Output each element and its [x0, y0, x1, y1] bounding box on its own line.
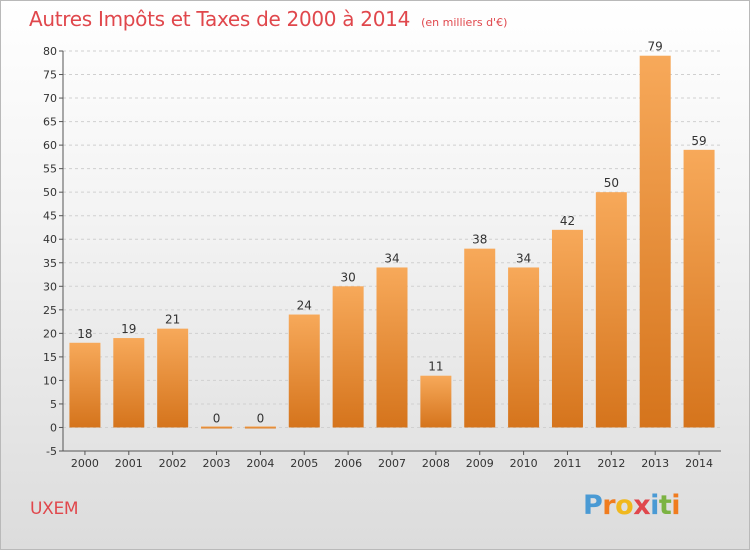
logo-letter: r — [602, 490, 616, 521]
bar — [244, 426, 276, 429]
data-label: 34 — [516, 251, 531, 265]
bar — [113, 338, 145, 428]
y-tick-label: 75 — [43, 69, 57, 82]
data-label: 42 — [560, 214, 575, 228]
y-tick-label: -5 — [46, 445, 57, 458]
y-tick-label: 25 — [43, 304, 57, 317]
commune-name: UXEM — [30, 499, 79, 519]
bar — [508, 267, 540, 428]
x-tick-label: 2003 — [203, 457, 231, 470]
x-tick-label: 2004 — [246, 457, 274, 470]
logo-letter: x — [633, 490, 651, 521]
bar — [69, 342, 101, 428]
data-label: 21 — [165, 313, 180, 327]
bar — [551, 229, 583, 428]
chart-title: Autres Impôts et Taxes de 2000 à 2014 — [29, 7, 410, 31]
bar — [157, 328, 189, 428]
bar — [683, 149, 715, 428]
bar — [639, 55, 671, 428]
y-tick-label: 35 — [43, 257, 57, 270]
bar — [464, 248, 496, 428]
x-tick-label: 2007 — [378, 457, 406, 470]
x-tick-label: 2012 — [597, 457, 625, 470]
value-labels: 18 19 21 0 0 24 30 34 11 38 34 42 50 79 59 — [77, 40, 706, 426]
y-tick-label: 80 — [43, 45, 57, 58]
data-label: 0 — [257, 411, 265, 425]
chart-title-block: Autres Impôts et Taxes de 2000 à 2014 (e… — [29, 7, 507, 31]
x-tick-label: 2010 — [510, 457, 538, 470]
data-label: 38 — [472, 233, 487, 247]
y-tick-label: 70 — [43, 92, 57, 105]
x-tick-label: 2009 — [466, 457, 494, 470]
bar — [420, 375, 452, 428]
x-tick-label: 2014 — [685, 457, 713, 470]
bar — [595, 192, 627, 428]
y-tick-label: 20 — [43, 327, 57, 340]
logo-letter: t — [658, 490, 672, 521]
y-tick-label: 15 — [43, 351, 57, 364]
bar — [332, 286, 364, 428]
bars — [69, 55, 715, 429]
logo-letter: i — [650, 490, 659, 521]
y-tick-label: 45 — [43, 210, 57, 223]
y-tick-label: 5 — [50, 398, 57, 411]
bar — [201, 426, 233, 429]
y-tick-label: 0 — [50, 421, 57, 434]
proxiti-logo: Proxiti — [583, 490, 681, 521]
logo-letter: o — [615, 490, 634, 521]
logo-letter: P — [583, 490, 603, 521]
x-tick-label: 2006 — [334, 457, 362, 470]
y-tick-label: 50 — [43, 186, 57, 199]
x-tick-label: 2013 — [641, 457, 669, 470]
data-label: 50 — [604, 176, 619, 190]
data-label: 11 — [428, 360, 443, 374]
y-tick-label: 40 — [43, 233, 57, 246]
data-label: 18 — [77, 327, 92, 341]
logo-letter: i — [671, 490, 681, 521]
x-tick-label: 2000 — [71, 457, 99, 470]
y-tick-label: 55 — [43, 163, 57, 176]
y-tick-label: 30 — [43, 280, 57, 293]
data-label: 79 — [648, 40, 663, 54]
data-label: 34 — [384, 251, 399, 265]
data-label: 19 — [121, 322, 136, 336]
axes: -5 0 5 10 15 20 25 30 35 40 45 50 55 60 65 70 75 80 2000 20… — [43, 45, 721, 470]
bar — [288, 314, 320, 428]
data-label: 59 — [691, 134, 706, 148]
x-tick-label: 2008 — [422, 457, 450, 470]
y-tick-label: 60 — [43, 139, 57, 152]
y-tick-label: 65 — [43, 116, 57, 129]
data-label: 0 — [213, 411, 221, 425]
bar — [376, 267, 408, 428]
chart-subtitle: (en milliers d'€) — [421, 16, 508, 29]
data-label: 24 — [297, 299, 312, 313]
data-label: 30 — [340, 270, 355, 284]
x-tick-label: 2002 — [159, 457, 187, 470]
y-tick-label: 10 — [43, 374, 57, 387]
x-tick-label: 2001 — [115, 457, 143, 470]
x-tick-label: 2005 — [290, 457, 318, 470]
x-tick-label: 2011 — [553, 457, 581, 470]
